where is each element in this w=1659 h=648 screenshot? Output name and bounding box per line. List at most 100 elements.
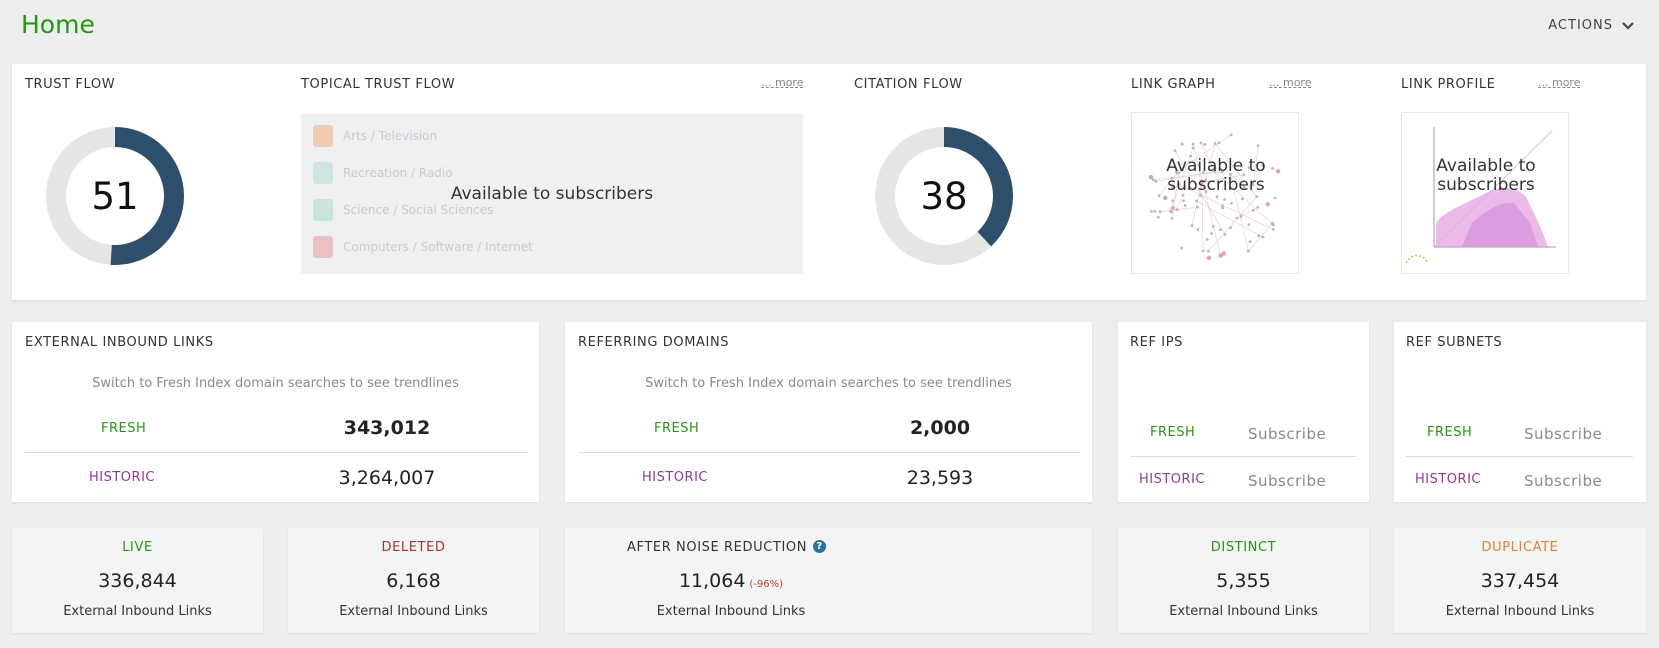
graph-node: [1243, 185, 1246, 189]
graph-edge: [1191, 181, 1203, 226]
historic-label: HISTORIC: [1139, 472, 1205, 487]
deleted-label: DELETED: [381, 540, 446, 555]
overlay-line: Available to: [1436, 156, 1536, 176]
graph-edge: [1176, 134, 1232, 173]
graph-node: [1275, 169, 1281, 174]
link-graph-image: [1148, 133, 1281, 261]
link-profile-title: LINK PROFILE: [1401, 77, 1496, 92]
subscribe-link[interactable]: Subscribe: [1524, 425, 1603, 443]
graph-node: [1229, 226, 1233, 230]
graph-edge: [1230, 174, 1249, 252]
historic-value: 3,264,007: [338, 467, 436, 489]
graph-node: [1189, 154, 1193, 158]
graph-node: [1148, 174, 1154, 180]
ref-subnets-card: REF SUBNETS FRESH Subscribe HISTORIC Sub…: [1394, 322, 1646, 502]
graph-node: [1182, 199, 1185, 203]
citation-flow-value: 38: [920, 174, 968, 218]
graph-node: [1158, 210, 1162, 214]
graph-node: [1256, 144, 1260, 148]
graph-node: [1201, 170, 1205, 174]
subscribe-link[interactable]: Subscribe: [1524, 472, 1603, 490]
graph-node: [1196, 205, 1199, 209]
graph-node: [1170, 205, 1176, 211]
overlay-line: subscribers: [1167, 175, 1265, 195]
link-profile-more-link[interactable]: ... more: [1538, 76, 1581, 89]
graph-node: [1256, 205, 1260, 209]
graph-node: [1180, 142, 1184, 146]
graph-node: [1204, 178, 1208, 182]
graph-node: [1251, 208, 1255, 212]
graph-edge: [1252, 145, 1259, 185]
live-sub-label: External Inbound Links: [63, 604, 212, 619]
subscribe-link[interactable]: Subscribe: [1248, 472, 1327, 490]
graph-node: [1177, 182, 1181, 186]
external-inbound-links-card: EXTERNAL INBOUND LINKS Switch to Fresh I…: [12, 322, 539, 502]
graph-node: [1271, 227, 1275, 231]
graph-node: [1221, 251, 1227, 256]
graph-node: [1239, 214, 1243, 218]
graph-node: [1195, 199, 1198, 203]
graph-node: [1229, 133, 1233, 137]
subscribers-overlay: Available to subscribers: [450, 184, 654, 204]
graph-node: [1171, 199, 1175, 203]
chevron-down-icon: [1622, 21, 1634, 30]
subscribers-overlay: Available to subscribers: [1132, 156, 1298, 195]
graph-node: [1199, 194, 1202, 197]
duplicate-sub-label: External Inbound Links: [1445, 604, 1595, 619]
graph-node: [1190, 224, 1194, 228]
link-graph-thumbnail[interactable]: Available to subscribers: [1131, 112, 1299, 274]
link-profile-thumbnail[interactable]: Available to subscribers: [1401, 112, 1569, 274]
graph-node: [1204, 190, 1208, 194]
topic-row: Computers / Software / Internet: [313, 236, 533, 258]
fresh-label: FRESH: [101, 421, 147, 436]
citation-flow-title: CITATION FLOW: [854, 77, 963, 92]
graph-node: [1213, 170, 1217, 173]
row-divider: [1130, 456, 1356, 457]
external-inbound-links-title: EXTERNAL INBOUND LINKS: [25, 335, 214, 350]
fresh-label: FRESH: [1150, 425, 1196, 440]
trendline-note: Switch to Fresh Index domain searches to…: [645, 376, 1012, 391]
link-graph-more-link[interactable]: ... more: [1269, 76, 1312, 89]
duplicate-value: 337,454: [1480, 570, 1560, 592]
link-graph-title: LINK GRAPH: [1131, 77, 1216, 92]
trust-flow-arc: [46, 127, 184, 265]
referring-domains-card: REFERRING DOMAINS Switch to Fresh Index …: [565, 322, 1092, 502]
overlay-line: Available to: [1166, 156, 1266, 176]
topic-label: Arts / Television: [343, 129, 438, 143]
link-profile-image: [1405, 127, 1556, 264]
graph-edge: [1248, 223, 1273, 252]
topical-trust-flow-more-link[interactable]: ... more: [761, 76, 804, 89]
graph-node: [1171, 186, 1174, 190]
graph-node: [1181, 193, 1185, 197]
graph-node: [1170, 210, 1174, 214]
reduction-percent: (-96%): [749, 579, 784, 590]
graph-node: [1220, 170, 1224, 174]
graph-node: [1199, 141, 1203, 145]
help-icon[interactable]: ?: [813, 540, 827, 553]
graph-node: [1247, 166, 1251, 170]
graph-edge: [1172, 174, 1244, 188]
duplicate-label: DUPLICATE: [1481, 540, 1559, 555]
actions-menu-button[interactable]: ACTIONS: [1548, 18, 1635, 33]
graph-node: [1197, 163, 1201, 167]
topic-label: Recreation / Radio: [343, 166, 453, 180]
graph-node: [1173, 149, 1177, 153]
after-noise-reduction-card: AFTER NOISE REDUCTION? 11,064 (-96%) Exte…: [565, 528, 1092, 633]
trust-flow-donut: [46, 127, 184, 265]
graph-edge: [1153, 171, 1223, 181]
fresh-label: FRESH: [1427, 425, 1473, 440]
subscribe-link[interactable]: Subscribe: [1248, 425, 1327, 443]
graph-node: [1183, 204, 1187, 207]
ref-ips-title: REF IPS: [1130, 335, 1183, 350]
graph-node: [1201, 249, 1205, 253]
graph-node: [1223, 198, 1226, 202]
graph-node: [1255, 195, 1259, 199]
row-divider: [1406, 456, 1633, 457]
topic-label: Science / Social Sciences: [343, 203, 494, 217]
graph-edge: [1155, 171, 1215, 182]
live-label: LIVE: [122, 540, 153, 555]
historic-value: 23,593: [906, 467, 974, 489]
graph-node: [1273, 196, 1277, 200]
topic-color-swatch: [313, 125, 333, 147]
graph-node: [1174, 170, 1178, 174]
